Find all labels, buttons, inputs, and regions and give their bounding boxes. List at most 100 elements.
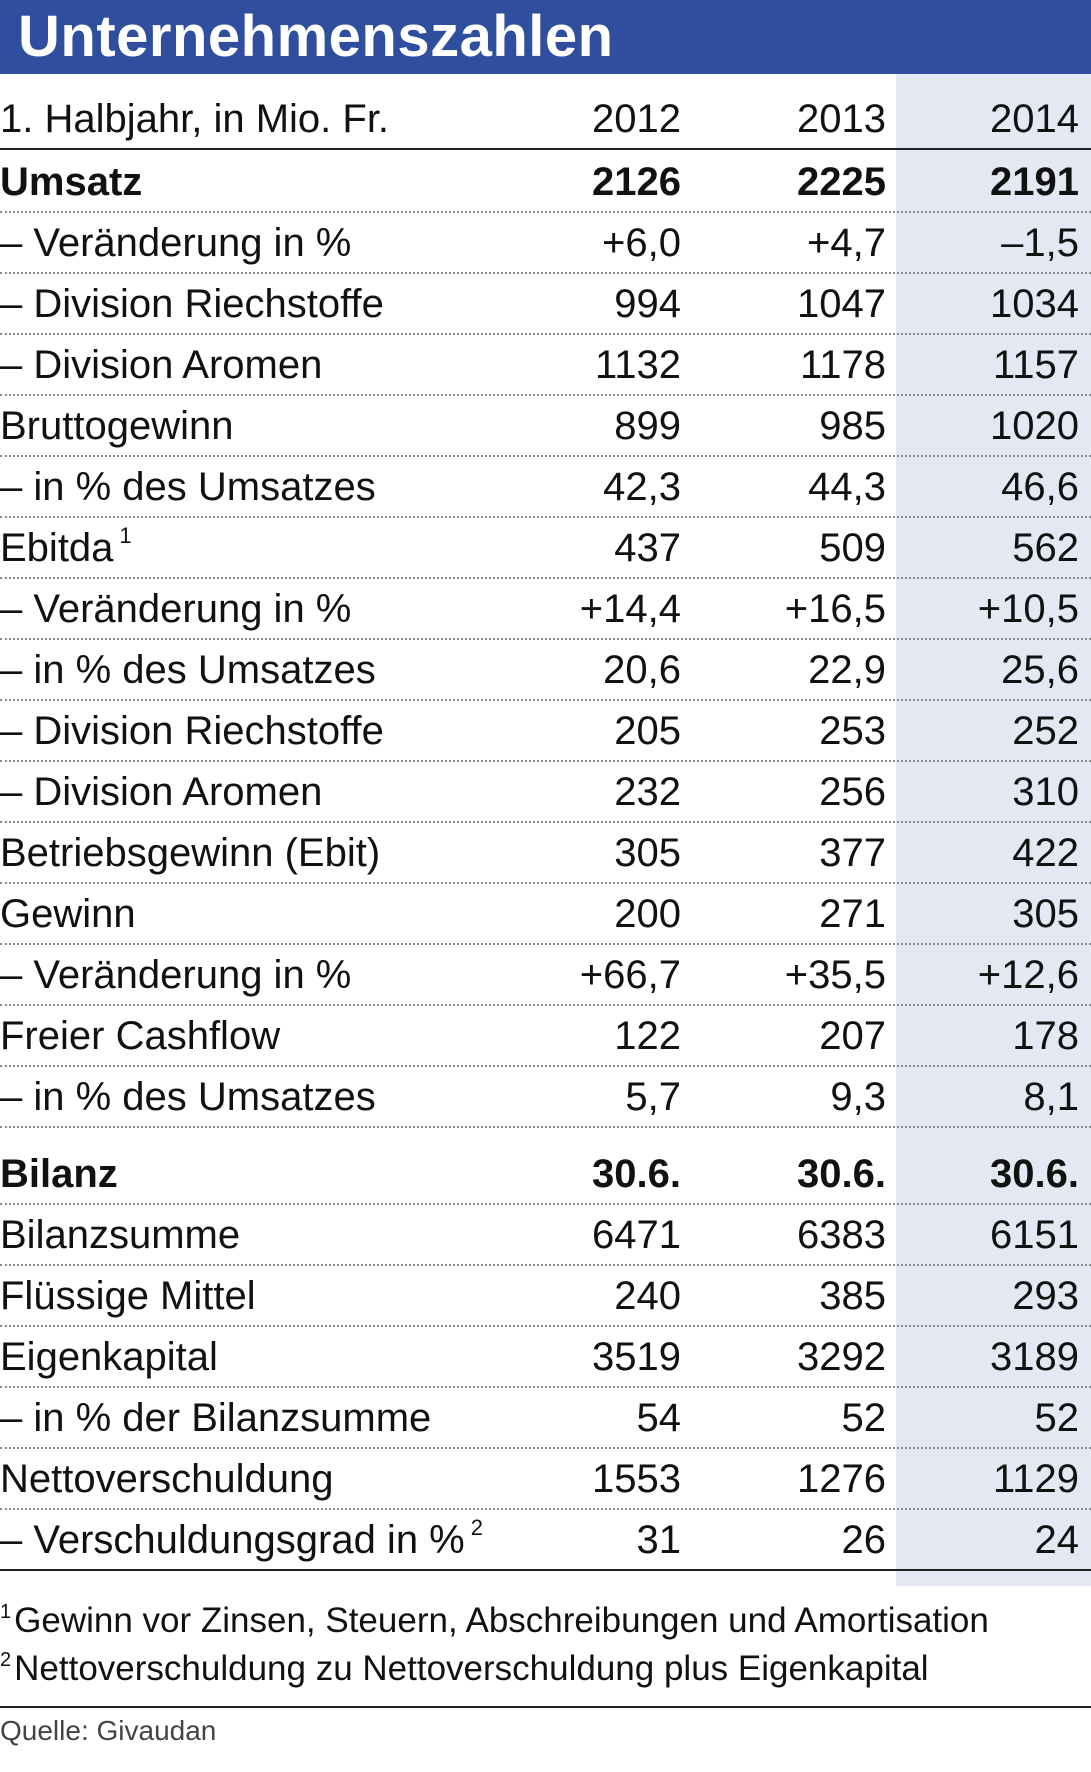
row-value-2013: 509 bbox=[819, 526, 886, 570]
table-row: Bilanzsumme 6471 6383 6151 bbox=[0, 1203, 1091, 1266]
row-label-text: Bilanzsumme bbox=[0, 1213, 241, 1257]
row-label: Betriebsgewinn (Ebit) bbox=[0, 830, 380, 876]
row-label: Umsatz bbox=[0, 159, 142, 205]
row-value-2013: +16,5 bbox=[784, 587, 886, 631]
table-row: Gewinn 200 271 305 bbox=[0, 882, 1091, 945]
row-value-2014: 178 bbox=[1012, 1014, 1079, 1058]
row-value-2012: 994 bbox=[614, 282, 681, 326]
row-value-2014: 8,1 bbox=[1023, 1075, 1079, 1119]
row-value-2012: 200 bbox=[614, 892, 681, 936]
title-bar: Unternehmenszahlen bbox=[0, 0, 1091, 74]
row-label: – in % des Umsatzes bbox=[0, 464, 376, 510]
row-value-2014: 2191 bbox=[990, 160, 1079, 204]
row-label-text: Ebitda bbox=[0, 526, 114, 570]
row-value-2014: +12,6 bbox=[977, 953, 1079, 997]
row-value-2013: 44,3 bbox=[808, 465, 886, 509]
row-value-2014: 6151 bbox=[990, 1213, 1079, 1257]
row-value-2013: 2225 bbox=[797, 160, 886, 204]
table-row: – Division Aromen 232 256 310 bbox=[0, 760, 1091, 823]
row-value-2013: 3292 bbox=[797, 1335, 886, 1379]
row-label-text: – in % des Umsatzes bbox=[0, 465, 376, 509]
row-value-2013: 1047 bbox=[797, 282, 886, 326]
footnote-2-text: Nettoverschuldung zu Nettoverschuldung p… bbox=[14, 1649, 929, 1688]
row-value-2012: 1553 bbox=[592, 1457, 681, 1501]
row-value-2013: 1178 bbox=[799, 343, 886, 387]
row-label-text: Bilanz bbox=[0, 1152, 118, 1196]
row-value-2012: 122 bbox=[614, 1014, 681, 1058]
table-row: Umsatz 2126 2225 2191 bbox=[0, 154, 1091, 213]
table-row: – Division Aromen 1132 1178 1157 bbox=[0, 333, 1091, 396]
footnote-1-text: Gewinn vor Zinsen, Steuern, Abschreibung… bbox=[14, 1601, 989, 1640]
row-value-2013: 9,3 bbox=[830, 1075, 886, 1119]
row-label: – Veränderung in % bbox=[0, 586, 351, 632]
row-value-2014: 252 bbox=[1012, 709, 1079, 753]
header-label: 1. Halbjahr, in Mio. Fr. bbox=[0, 97, 390, 141]
row-value-2012: 1132 bbox=[594, 343, 681, 387]
table-row: Bilanz 30.6. 30.6. 30.6. bbox=[0, 1142, 1091, 1205]
row-label: – Verschuldungsgrad in % 2 bbox=[0, 1517, 483, 1563]
row-label-text: – Veränderung in % bbox=[0, 221, 352, 265]
row-value-2013: 1276 bbox=[797, 1457, 886, 1501]
row-value-2014: 305 bbox=[1012, 892, 1079, 936]
row-value-2014: 293 bbox=[1012, 1274, 1079, 1318]
footnote-2: 2Nettoverschuldung zu Nettoverschuldung … bbox=[0, 1648, 929, 1690]
row-value-2013: 271 bbox=[819, 892, 886, 936]
row-value-2014: 422 bbox=[1012, 831, 1079, 875]
row-value-2014: 1034 bbox=[990, 282, 1079, 326]
row-value-2014: 1020 bbox=[990, 404, 1079, 448]
row-label: – in % der Bilanzsumme bbox=[0, 1395, 431, 1441]
row-value-2012: 240 bbox=[614, 1274, 681, 1318]
row-label-text: – in % des Umsatzes bbox=[0, 1075, 376, 1119]
row-value-2013: 6383 bbox=[797, 1213, 886, 1257]
row-value-2014: –1,5 bbox=[1001, 221, 1079, 265]
row-label: – in % des Umsatzes bbox=[0, 1074, 376, 1120]
row-value-2013: 30.6. bbox=[797, 1152, 886, 1196]
table-header: 1. Halbjahr, in Mio. Fr. 2012 2013 2014 bbox=[0, 74, 1091, 150]
row-label-text: – in % der Bilanzsumme bbox=[0, 1396, 432, 1440]
row-value-2012: 30.6. bbox=[592, 1152, 681, 1196]
row-label-text: Nettoverschuldung bbox=[0, 1457, 334, 1501]
row-value-2012: 31 bbox=[636, 1518, 682, 1562]
row-value-2014: 1157 bbox=[992, 343, 1079, 387]
table-row: – Veränderung in % +14,4 +16,5 +10,5 bbox=[0, 577, 1091, 640]
row-value-2013: 985 bbox=[819, 404, 886, 448]
row-value-2014: 52 bbox=[1034, 1396, 1080, 1440]
table-row: – Division Riechstoffe 994 1047 1034 bbox=[0, 272, 1091, 335]
table-row: – in % der Bilanzsumme 54 52 52 bbox=[0, 1386, 1091, 1449]
table-row: – Division Riechstoffe 205 253 252 bbox=[0, 699, 1091, 762]
source-line: Quelle: Givaudan bbox=[0, 1715, 217, 1746]
row-value-2012: 3519 bbox=[592, 1335, 681, 1379]
row-value-2013: +4,7 bbox=[807, 221, 886, 265]
highlight-column-2014 bbox=[896, 74, 1091, 1586]
row-label: Ebitda 1 bbox=[0, 525, 132, 571]
row-label-text: – Division Riechstoffe bbox=[0, 282, 384, 326]
row-value-2014: +10,5 bbox=[977, 587, 1079, 631]
row-label: – Division Riechstoffe bbox=[0, 281, 384, 327]
row-label-text: – in % des Umsatzes bbox=[0, 648, 376, 692]
row-value-2012: 6471 bbox=[592, 1213, 681, 1257]
footnote-1: 1Gewinn vor Zinsen, Steuern, Abschreibun… bbox=[0, 1600, 989, 1642]
row-label: – Division Aromen bbox=[0, 342, 322, 388]
row-value-2012: +6,0 bbox=[602, 221, 681, 265]
row-label: – Division Riechstoffe bbox=[0, 708, 384, 754]
footnotes: 1Gewinn vor Zinsen, Steuern, Abschreibun… bbox=[0, 1586, 1091, 1708]
footnote-marker: 1 bbox=[119, 523, 132, 548]
row-value-2012: 5,7 bbox=[625, 1075, 681, 1119]
row-value-2013: 26 bbox=[841, 1518, 887, 1562]
row-label: Nettoverschuldung bbox=[0, 1456, 334, 1502]
table-row: – Veränderung in % +66,7 +35,5 +12,6 bbox=[0, 943, 1091, 1006]
table-row: Betriebsgewinn (Ebit) 305 377 422 bbox=[0, 821, 1091, 884]
row-value-2013: 256 bbox=[819, 770, 886, 814]
row-value-2013: 377 bbox=[819, 831, 886, 875]
row-label: Freier Cashflow bbox=[0, 1013, 280, 1059]
table-row: Ebitda 1 437 509 562 bbox=[0, 516, 1091, 579]
table-row: – in % des Umsatzes 42,3 44,3 46,6 bbox=[0, 455, 1091, 518]
row-value-2014: 310 bbox=[1012, 770, 1079, 814]
table-row: – Verschuldungsgrad in % 2 31 26 24 bbox=[0, 1508, 1091, 1571]
row-value-2012: 305 bbox=[614, 831, 681, 875]
table-row: Freier Cashflow 122 207 178 bbox=[0, 1004, 1091, 1067]
row-value-2014: 3189 bbox=[990, 1335, 1079, 1379]
row-value-2012: 2126 bbox=[592, 160, 681, 204]
row-value-2013: 207 bbox=[819, 1014, 886, 1058]
row-label-text: Umsatz bbox=[0, 160, 143, 204]
